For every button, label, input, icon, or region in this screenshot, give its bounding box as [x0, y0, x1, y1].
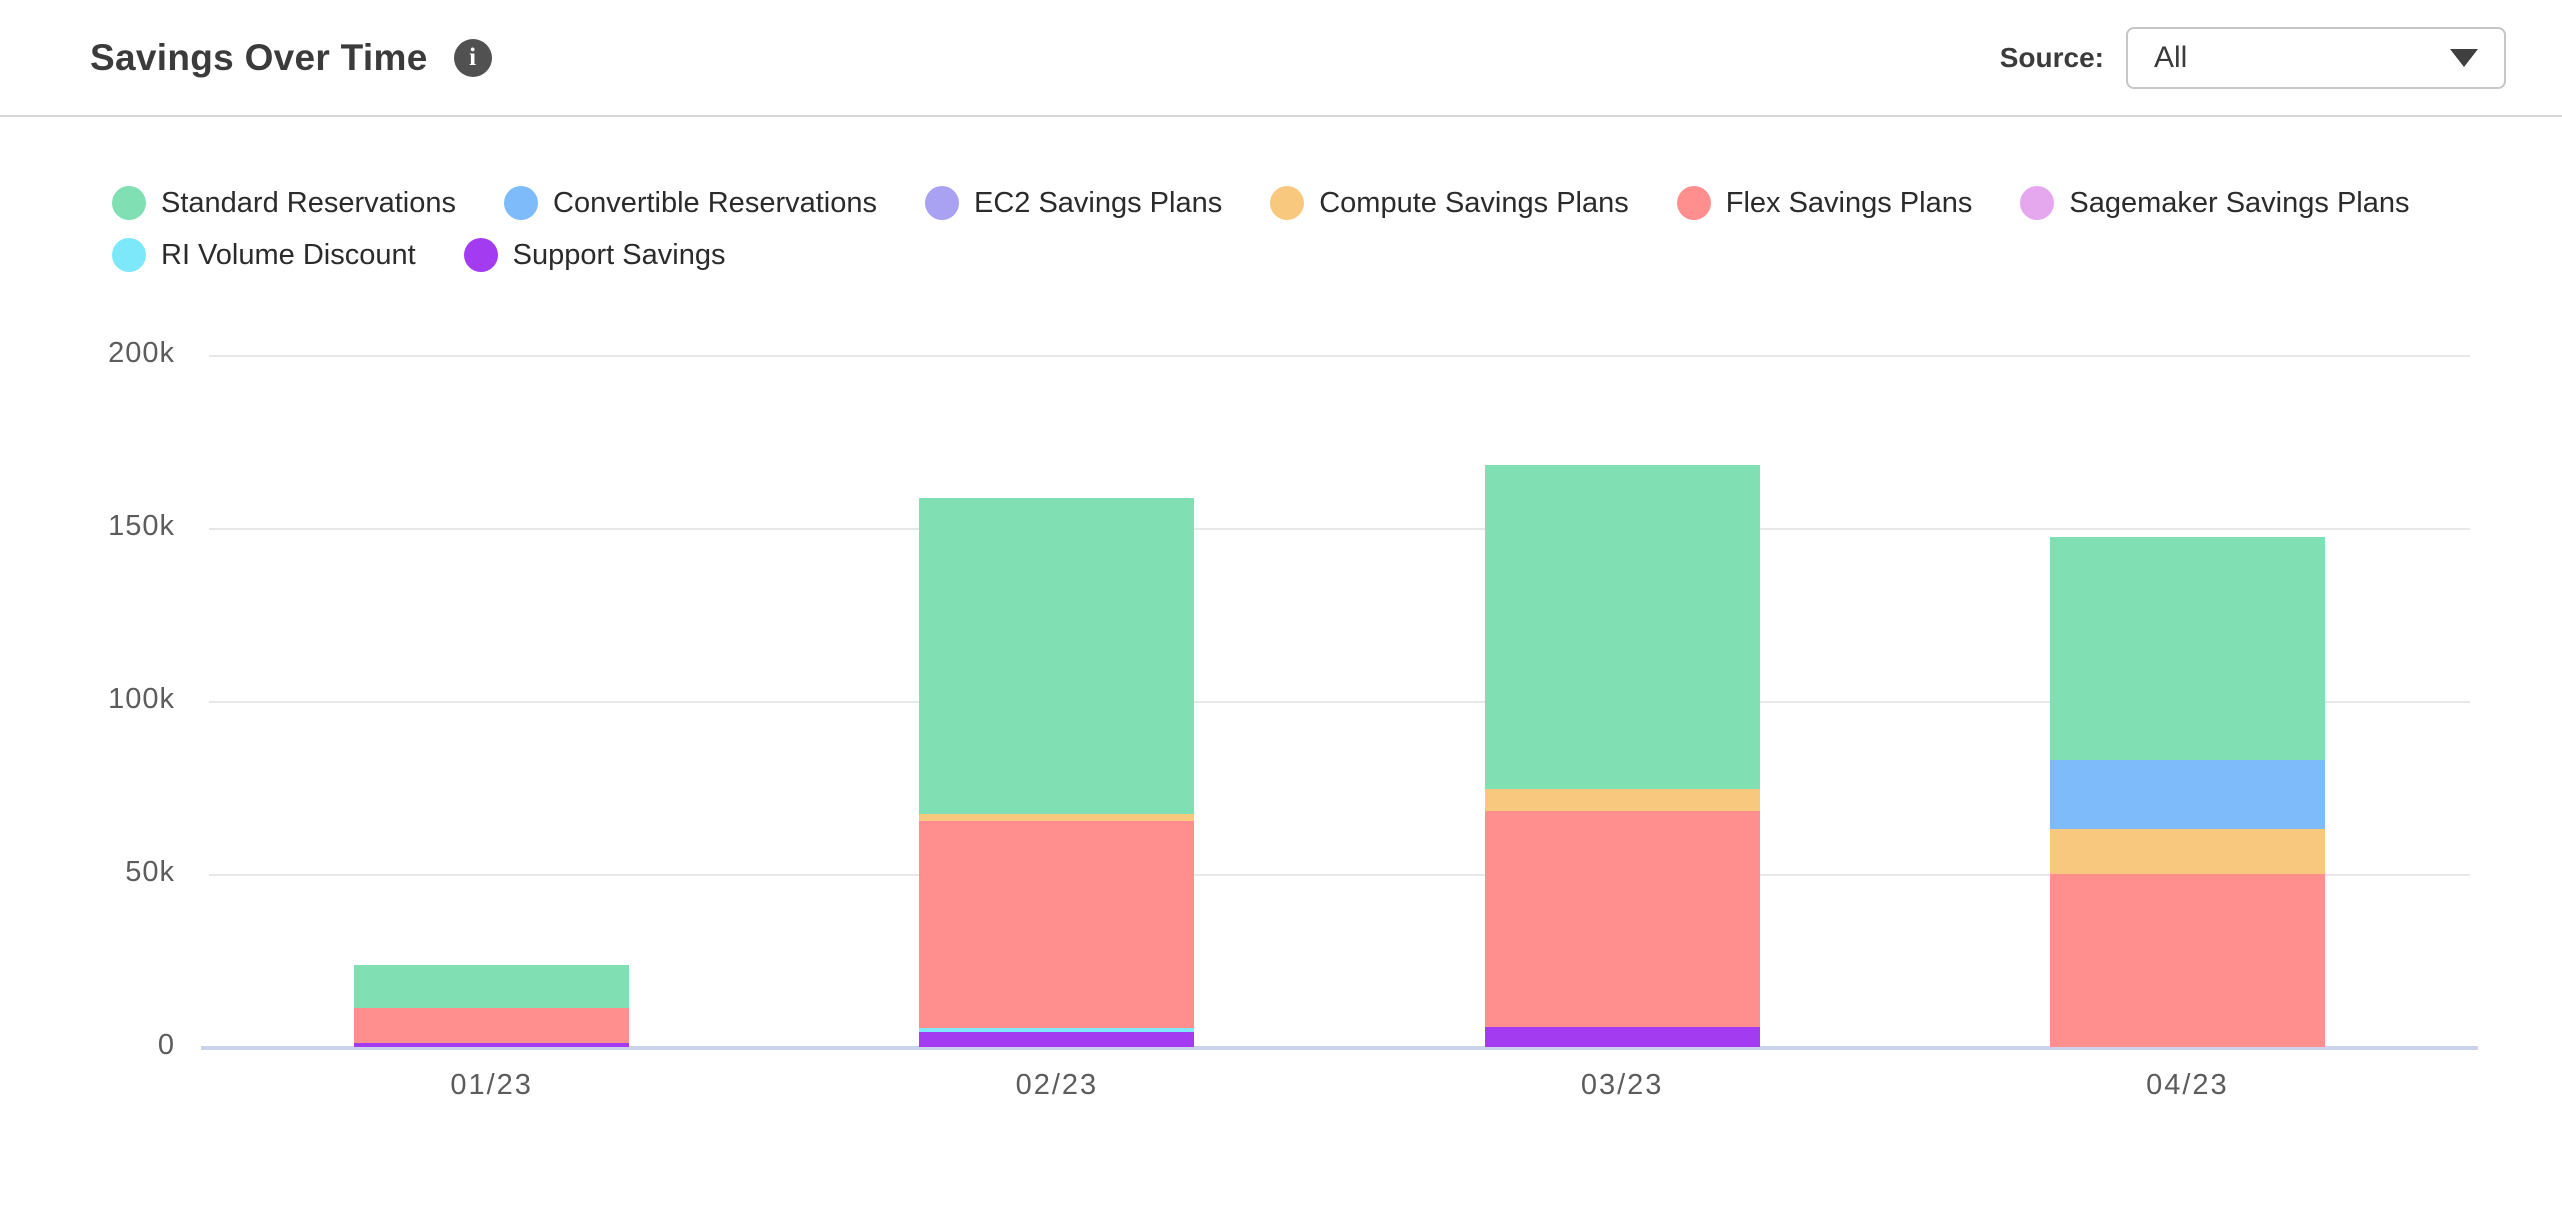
x-axis-tick-01-23: 01/23 — [450, 1069, 533, 1101]
compute-savings-plans-swatch-icon — [1270, 186, 1305, 220]
stacked-bar-chart: 200k 150k 100k 50k 0 01/23 02/23 03/23 04/23 — [108, 337, 2478, 1101]
chart-legend: Standard Reservations Convertible Reserva… — [112, 183, 2412, 275]
x-axis-tick-03-23: 03/23 — [1580, 1069, 1664, 1101]
bar-segment-03-23-compute-savings-plans[interactable] — [1484, 788, 1760, 812]
ri-volume-discount-swatch-icon — [112, 238, 146, 272]
bar-segment-02-23-standard-reservations[interactable] — [919, 497, 1195, 814]
panel-header: Savings Over Time i Source: All — [0, 0, 2562, 117]
bar-segment-03-23-standard-reservations[interactable] — [1484, 464, 1760, 789]
source-label: Source: — [1999, 41, 2104, 73]
source-selected-value: All — [2154, 40, 2188, 74]
standard-reservations-swatch-icon — [112, 186, 146, 220]
legend-item-standard-reservations[interactable]: Standard Reservations — [112, 183, 456, 223]
stacked-bar-04-23[interactable] — [2049, 536, 2325, 1047]
page-title: Savings Over Time — [90, 36, 428, 78]
bar-segment-02-23-support-savings[interactable] — [919, 1032, 1195, 1047]
gridline-200k — [209, 355, 2470, 357]
bar-segment-03-23-flex-savings-plans[interactable] — [1484, 811, 1760, 1027]
bar-segment-02-23-ri-volume-discount[interactable] — [919, 1028, 1195, 1033]
x-axis-tick-02-23: 02/23 — [1015, 1069, 1099, 1101]
legend-label: Flex Savings Plans — [1725, 186, 1973, 219]
legend-item-sagemaker-savings-plans[interactable]: Sagemaker Savings Plans — [2020, 183, 2410, 223]
legend-label: Standard Reservations — [161, 186, 456, 219]
stacked-bar-03-23[interactable] — [1484, 464, 1760, 1047]
x-axis-line — [201, 1046, 2478, 1050]
bar-slot-01-23 — [209, 355, 774, 1047]
flex-savings-plans-swatch-icon — [1676, 186, 1711, 220]
bar-segment-01-23-flex-savings-plans[interactable] — [354, 1007, 630, 1044]
bar-segment-01-23-standard-reservations[interactable] — [354, 965, 630, 1008]
legend-label: Compute Savings Plans — [1319, 186, 1629, 219]
bar-segment-04-23-flex-savings-plans[interactable] — [2049, 874, 2325, 1047]
y-axis-tick-200k: 200k — [108, 337, 175, 369]
legend-label: Support Savings — [512, 238, 726, 271]
legend-item-ec2-savings-plans[interactable]: EC2 Savings Plans — [924, 183, 1223, 223]
bar-segment-04-23-standard-reservations[interactable] — [2049, 536, 2325, 761]
stacked-bar-02-23[interactable] — [919, 497, 1195, 1047]
info-icon[interactable]: i — [453, 38, 492, 77]
legend-label: Sagemaker Savings Plans — [2069, 186, 2410, 219]
legend-label: Convertible Reservations — [553, 186, 877, 219]
gridline-50k — [209, 874, 2470, 876]
legend-item-flex-savings-plans[interactable]: Flex Savings Plans — [1676, 183, 1973, 223]
bar-segment-02-23-flex-savings-plans[interactable] — [919, 820, 1195, 1029]
bar-segment-03-23-support-savings[interactable] — [1484, 1026, 1760, 1047]
source-control: Source: All — [1999, 26, 2506, 89]
source-select[interactable]: All — [2126, 26, 2506, 89]
x-axis-tick-04-23: 04/23 — [2146, 1069, 2229, 1101]
stacked-bar-01-23[interactable] — [354, 965, 630, 1047]
legend-label: RI Volume Discount — [161, 238, 416, 271]
legend-item-ri-volume-discount[interactable]: RI Volume Discount — [112, 235, 416, 275]
bar-slot-03-23 — [1340, 355, 1905, 1047]
y-axis-tick-150k: 150k — [108, 510, 175, 542]
gridline-100k — [209, 701, 2470, 703]
legend-item-convertible-reservations[interactable]: Convertible Reservations — [504, 183, 877, 223]
bar-slot-02-23 — [774, 355, 1339, 1047]
chevron-down-icon — [2450, 48, 2478, 67]
y-axis-tick-100k: 100k — [108, 683, 175, 715]
bar-segment-01-23-support-savings[interactable] — [354, 1043, 630, 1047]
bar-segment-02-23-compute-savings-plans[interactable] — [919, 813, 1195, 821]
title-wrap: Savings Over Time i — [90, 37, 492, 79]
bar-segment-04-23-compute-savings-plans[interactable] — [2049, 829, 2325, 874]
gridline-150k — [209, 528, 2470, 530]
ec2-savings-plans-swatch-icon — [924, 186, 959, 220]
legend-label: EC2 Savings Plans — [973, 186, 1223, 219]
sagemaker-savings-plans-swatch-icon — [2020, 186, 2055, 220]
y-axis-tick-0: 0 — [157, 1029, 175, 1061]
bar-slot-04-23 — [1905, 355, 2470, 1047]
legend-item-compute-savings-plans[interactable]: Compute Savings Plans — [1270, 183, 1629, 223]
legend-item-support-savings[interactable]: Support Savings — [463, 235, 726, 275]
support-savings-swatch-icon — [463, 238, 498, 272]
y-axis-tick-50k: 50k — [125, 856, 175, 888]
convertible-reservations-swatch-icon — [504, 186, 538, 220]
bar-segment-04-23-convertible-reservations[interactable] — [2049, 760, 2325, 830]
